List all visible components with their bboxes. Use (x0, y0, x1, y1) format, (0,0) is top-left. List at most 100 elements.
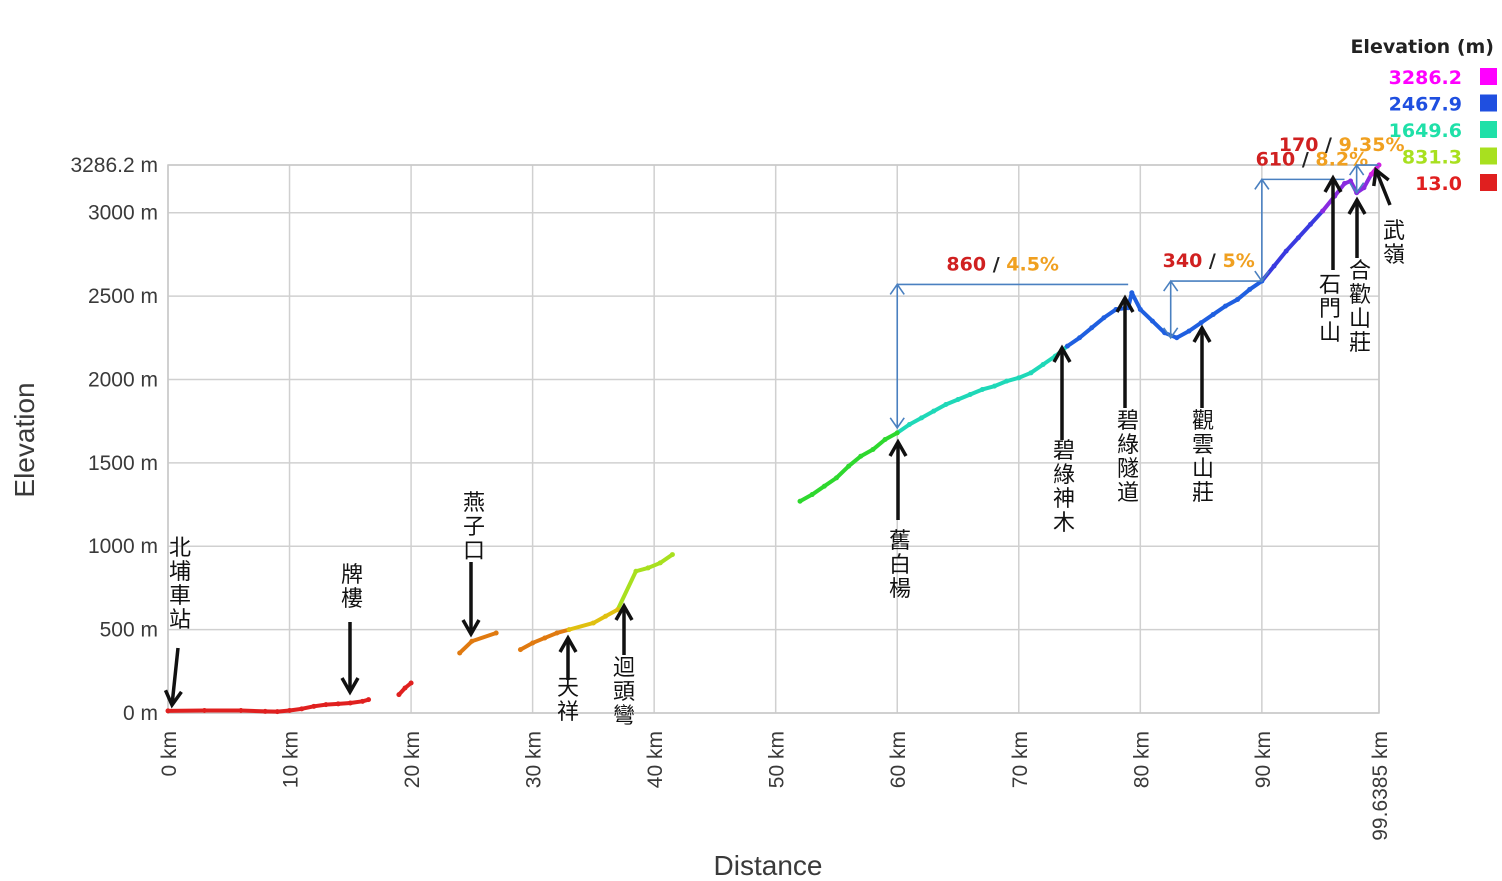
grid-lines (167, 164, 1380, 714)
place-label-char: 道 (1117, 481, 1139, 506)
place-arrow (170, 647, 180, 706)
profile-point (311, 703, 317, 709)
place-arrow-head (558, 634, 578, 653)
profile-segment (1296, 222, 1313, 240)
place-marker: 牌樓 (340, 563, 363, 696)
place-label-char: 埔 (169, 560, 191, 585)
place-label-char: 迴 (613, 656, 635, 681)
annotation-label: 860 / 4.5% (946, 253, 1059, 275)
place-label-char: 武 (1383, 219, 1405, 244)
place-label-char: 石 (1319, 273, 1341, 298)
profile-segment (1284, 235, 1301, 254)
annotation-arrow-up (889, 283, 905, 295)
place-label-char: 莊 (1192, 481, 1214, 506)
profile-point (1307, 221, 1313, 227)
place-marker: 武嶺 (1372, 166, 1405, 268)
annotation-arrow-down (1163, 327, 1179, 340)
place-marker: 碧綠神木 (1052, 344, 1075, 536)
profile-segment (1129, 290, 1143, 312)
profile-point (1028, 370, 1034, 376)
annotation-arrow-up (1163, 279, 1179, 292)
profile-point (870, 447, 876, 453)
place-arrow-head (163, 689, 183, 709)
place-label: 碧綠神木 (1053, 439, 1075, 536)
profile-segment (1138, 307, 1155, 324)
legend-swatch (1480, 174, 1497, 191)
place-label: 碧綠隧道 (1117, 409, 1139, 506)
place-label: 武嶺 (1383, 219, 1405, 268)
profile-point (1040, 361, 1046, 367)
place-label: 合歡山莊 (1349, 259, 1371, 356)
climb-value: 340 (1163, 250, 1203, 272)
legend-swatch (1480, 94, 1497, 112)
place-arrow (1374, 169, 1392, 206)
place-label-char: 綠 (1117, 433, 1139, 458)
y-tick-label: 500 m (100, 619, 158, 642)
place-marker: 碧綠隧道 (1115, 294, 1139, 506)
place-label-char: 木 (1053, 511, 1075, 536)
profile-segment (834, 464, 851, 480)
x-tick-label: 0 km (158, 731, 181, 777)
place-label-char: 彎 (613, 704, 635, 729)
place-label-char: 門 (1319, 297, 1341, 322)
profile-point (554, 630, 560, 636)
place-label: 迴頭彎 (613, 656, 635, 729)
profile-point (1376, 162, 1382, 168)
profile-point (894, 430, 900, 436)
place-label-char: 白 (889, 553, 911, 578)
profile-segment (1235, 287, 1252, 302)
profile-point (1283, 248, 1289, 254)
place-label-char: 天 (557, 676, 579, 701)
profile-point (299, 706, 305, 712)
place-label-char: 車 (169, 584, 191, 609)
place-label-char: 燕 (463, 491, 485, 516)
annotation-arrow-down (1254, 270, 1270, 283)
x-tick-label: 50 km (766, 731, 789, 788)
legend-entry-label: 3286.2 (1389, 67, 1462, 89)
climb-annotation: 860 / 4.5% (889, 253, 1129, 430)
profile-segment (846, 454, 863, 469)
place-arrow-head (1192, 324, 1212, 343)
profile-point (1016, 375, 1022, 381)
climb-annotation: 340 / 5% (1163, 250, 1262, 340)
profile-point (530, 640, 536, 646)
place-label-char: 子 (463, 515, 485, 540)
place-arrow-head (1372, 166, 1390, 187)
profile-point (943, 401, 949, 407)
legend-entry-label: 13.0 (1415, 173, 1462, 195)
annotation-label: 610 / 8.2% (1256, 148, 1369, 170)
place-marker: 燕子口 (461, 491, 485, 638)
profile-point (1342, 181, 1348, 187)
profile-point (797, 498, 803, 504)
profile-point (457, 650, 463, 656)
place-marker: 天祥 (557, 634, 579, 725)
profile-segment (615, 569, 638, 612)
profile-point (633, 568, 639, 574)
legend-swatch (1480, 68, 1497, 85)
profile-segment (1361, 172, 1374, 190)
legend-entry-label: 2467.9 (1389, 94, 1462, 116)
x-tick-label: 70 km (1009, 731, 1032, 788)
place-marker: 北埔車站 (163, 536, 191, 709)
annotation-arrow-down (889, 417, 905, 430)
annotation-arrow-up (1254, 177, 1270, 190)
profile-segment (1150, 319, 1167, 335)
place-label-char: 隧 (1117, 457, 1139, 482)
place-label-char: 山 (1319, 321, 1341, 346)
legend: Elevation (m) 3286.2 2467.9 1649.6 831.3 13.… (1350, 36, 1497, 195)
grade-value: 9.35% (1339, 134, 1405, 156)
place-label-char: 楊 (889, 577, 911, 602)
place-label: 舊白楊 (889, 529, 911, 602)
y-tick-label: 2000 m (88, 368, 158, 391)
grade-value: 5% (1222, 250, 1254, 272)
place-label: 天祥 (557, 676, 579, 725)
grade-value: 4.5% (1006, 253, 1059, 275)
profile-point (335, 701, 341, 707)
profile-point (238, 707, 244, 713)
profile-point (1149, 318, 1155, 324)
profile-point (645, 565, 651, 571)
x-tick-label: 80 km (1130, 731, 1153, 788)
profile-point (833, 475, 839, 481)
